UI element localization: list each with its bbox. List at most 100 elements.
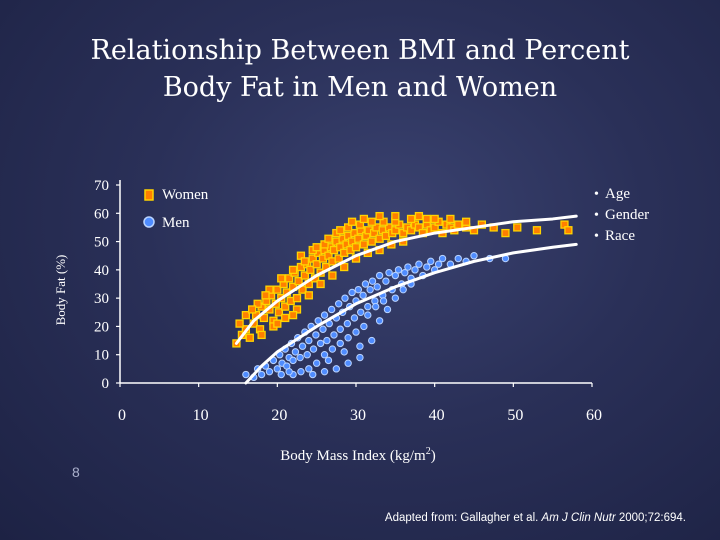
data-point-women: [406, 214, 416, 224]
data-point-men: [383, 305, 392, 314]
data-point-women: [347, 217, 357, 226]
data-point-women: [248, 305, 257, 314]
covariate-race: Race: [605, 228, 635, 244]
data-point-men: [334, 300, 343, 308]
data-point-men: [366, 285, 374, 294]
data-point-men: [320, 367, 329, 376]
slide-title: Relationship Between BMI and Percent Bod…: [0, 32, 720, 106]
covariate-bullet: •: [594, 187, 599, 202]
data-point-women: [273, 319, 282, 328]
data-point-women: [334, 254, 343, 263]
citation: Adapted from: Gallagher et al. Am J Clin…: [385, 512, 686, 524]
x-tick-label: 20: [271, 407, 287, 424]
x-axis-label-end: ): [431, 448, 436, 464]
data-point-women: [277, 274, 286, 283]
data-point-men: [305, 365, 313, 373]
data-point-men: [385, 268, 393, 277]
data-point-women: [351, 243, 361, 252]
fit-curve-women: [234, 214, 578, 345]
data-point-women: [340, 262, 349, 272]
data-point-men: [354, 285, 363, 294]
data-point-men: [341, 294, 349, 302]
legend-women-marker: [144, 189, 154, 201]
data-point-men: [277, 370, 285, 379]
data-point-women: [259, 313, 269, 323]
data-point-men: [404, 263, 412, 271]
data-point-men: [242, 370, 250, 379]
data-point-men: [438, 254, 447, 263]
data-point-women: [273, 285, 282, 294]
data-point-men: [312, 331, 320, 339]
fit-curves: [234, 214, 578, 385]
y-tick-label: 40: [94, 263, 109, 279]
data-point-men: [344, 359, 352, 367]
data-point-men: [470, 252, 478, 260]
legend-men-label: Men: [162, 215, 190, 231]
data-point-women: [422, 214, 431, 224]
data-point-men: [361, 280, 370, 288]
data-point-women: [324, 234, 333, 243]
data-point-women: [304, 291, 313, 300]
data-point-men: [360, 322, 368, 331]
data-point-men: [382, 277, 390, 285]
data-point-men: [357, 308, 365, 316]
data-point-women: [414, 211, 424, 221]
data-point-women: [261, 291, 270, 300]
data-point-men: [328, 345, 337, 353]
data-point-men: [368, 277, 377, 285]
y-tick-label: 0: [102, 376, 110, 392]
data-point-women: [288, 265, 298, 275]
x-tick-label: 0: [118, 407, 126, 424]
data-point-women: [312, 260, 321, 269]
data-point-women: [288, 310, 298, 320]
y-tick-label: 70: [94, 178, 109, 194]
citation-journal: Am J Clin Nutr: [541, 512, 616, 524]
data-point-men: [364, 311, 372, 319]
data-point-women: [281, 313, 290, 323]
data-point-women: [284, 274, 294, 283]
data-point-men: [257, 370, 266, 379]
data-point-men: [348, 288, 356, 297]
data-point-men: [298, 342, 307, 350]
data-point-women: [454, 220, 463, 229]
data-point-men: [291, 348, 300, 356]
data-point-men: [320, 311, 329, 319]
data-point-men: [423, 263, 431, 271]
data-point-men: [285, 367, 293, 376]
data-point-men: [411, 266, 419, 274]
data-point-women: [328, 271, 337, 280]
legend: Women Men: [143, 187, 209, 231]
data-point-men: [289, 356, 297, 365]
data-point-men: [324, 356, 333, 365]
data-point-men: [336, 339, 344, 348]
data-point-men: [316, 339, 325, 348]
data-point-men: [356, 342, 364, 350]
data-point-women: [367, 217, 376, 226]
x-tick-label: 30: [350, 407, 366, 424]
data-point-men: [391, 294, 400, 302]
data-point-men: [391, 271, 400, 280]
data-point-men: [359, 291, 367, 300]
data-point-men: [320, 351, 329, 359]
data-point-men: [323, 336, 331, 345]
y-tick-label: 10: [94, 348, 109, 364]
data-point-men: [303, 351, 311, 359]
x-axis-label-sup: 2: [426, 446, 431, 457]
data-point-men: [427, 257, 435, 266]
data-point-men: [350, 314, 359, 322]
data-point-men: [375, 317, 384, 325]
data-point-men: [297, 367, 305, 376]
covariate-list: • Age • Gender • Race: [594, 186, 649, 244]
data-point-women: [359, 240, 369, 249]
data-point-men: [344, 334, 352, 342]
men-series: [242, 252, 510, 382]
data-point-men: [379, 297, 388, 305]
title-line-2: Body Fat in Men and Women: [162, 72, 558, 103]
x-tick-label: 50: [507, 407, 523, 424]
citation-prefix: Adapted from: Gallagher et al.: [384, 512, 542, 524]
legend-women-label: Women: [162, 187, 209, 203]
y-tick-label: 20: [94, 319, 109, 335]
data-point-men: [454, 254, 462, 263]
x-tick-label: 60: [586, 407, 602, 424]
data-point-men: [273, 365, 282, 373]
